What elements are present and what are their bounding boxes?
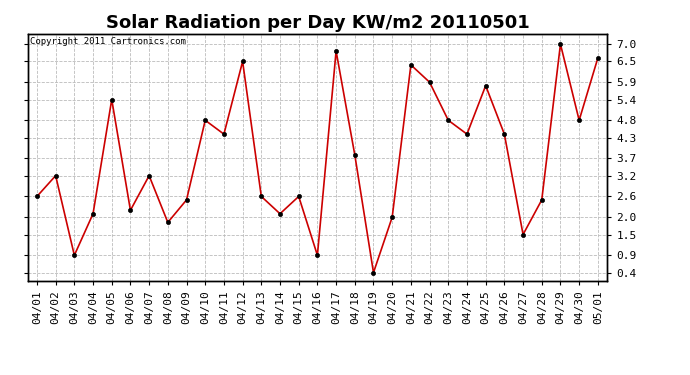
- Title: Solar Radiation per Day KW/m2 20110501: Solar Radiation per Day KW/m2 20110501: [106, 14, 529, 32]
- Text: Copyright 2011 Cartronics.com: Copyright 2011 Cartronics.com: [30, 38, 186, 46]
